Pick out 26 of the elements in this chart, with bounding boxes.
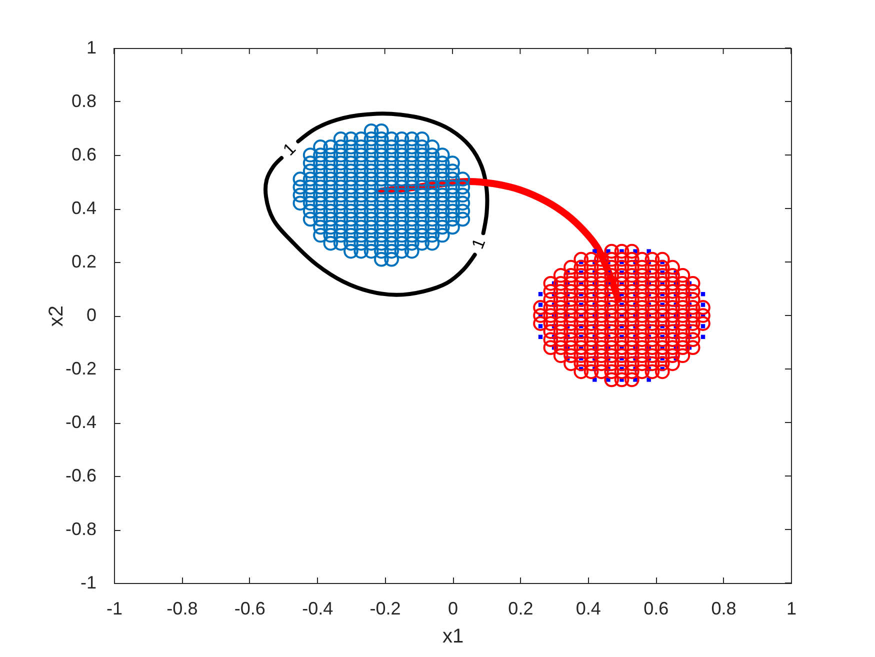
- x-tick-label: -0.4: [302, 598, 334, 618]
- y-axis-title: x2: [45, 305, 68, 327]
- y-tick-label: 1: [86, 38, 96, 58]
- x-tick-label: 0.6: [644, 598, 669, 618]
- x-tick-label: 0.8: [711, 598, 736, 618]
- y-tick-label: 0.2: [71, 252, 96, 272]
- y-tick-label: 0.6: [71, 144, 96, 164]
- x-tick-label: 0: [448, 598, 458, 618]
- y-tick-label: -0.6: [65, 466, 96, 486]
- x-tick-label: -1: [106, 598, 123, 618]
- y-tick-label: -0.4: [65, 412, 96, 432]
- x-tick-label: 0.4: [576, 598, 601, 618]
- y-tick-label: -1: [80, 572, 96, 592]
- annotation: 1: [279, 139, 300, 160]
- y-tick-label: 0.8: [71, 91, 96, 111]
- y-tick-label: 0: [86, 305, 96, 325]
- x-tick-label: 1: [786, 598, 797, 618]
- x-tick-label: -0.8: [166, 598, 198, 618]
- y-tick-label: -0.8: [65, 519, 96, 539]
- y-tick-label: 0.4: [71, 198, 96, 218]
- annotation: 1: [468, 236, 490, 252]
- x-axis-title: x1: [442, 626, 464, 648]
- x-tick-label: 0.2: [508, 598, 534, 618]
- x-tick-label: -0.6: [234, 598, 266, 618]
- x-tick-label: -0.2: [370, 598, 401, 618]
- y-tick-label: -0.2: [65, 358, 96, 378]
